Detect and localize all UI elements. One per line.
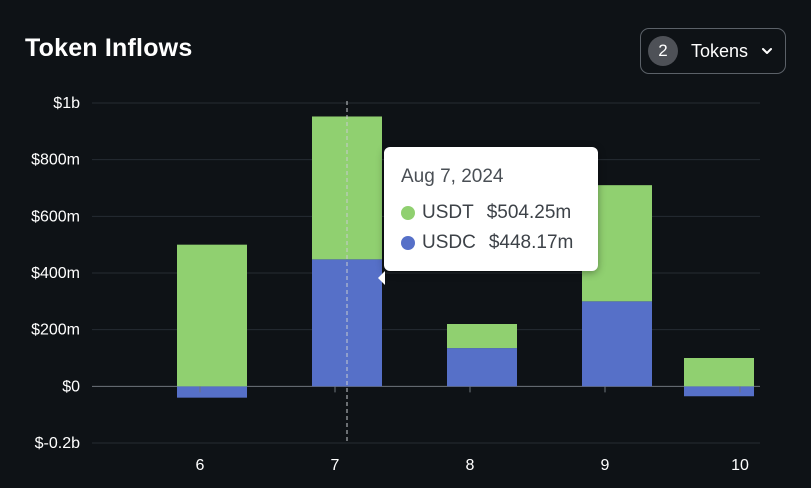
bar-usdc-10 [684,386,754,397]
x-tick-label: 10 [731,457,749,474]
y-tick-label: $800m [31,152,80,169]
tokens-label: Tokens [691,40,749,61]
y-axis: $1b $800m $600m $400m $200m $0 $-0.2b [31,95,80,452]
bar-usdt-10 [684,358,754,387]
usdt-legend-dot [401,206,415,220]
x-tick-label: 7 [331,457,340,474]
tooltip-series-name: USDT [422,202,474,223]
x-axis: 6 7 8 9 10 [196,386,749,474]
tooltip-series-name: USDC [422,232,476,253]
tooltip-row-usdt: USDT $504.25m [401,198,598,228]
x-tick-label: 8 [466,457,475,474]
x-tick-label: 9 [601,457,610,474]
y-tick-label: $0 [62,378,80,395]
tooltip-row-usdc: USDC $448.17m [401,228,598,258]
usdc-legend-dot [401,236,415,250]
token-count-badge: 2 [648,36,678,66]
bar-usdc-8 [447,348,517,387]
y-tick-label: $-0.2b [35,435,80,452]
y-tick-label: $400m [31,265,80,282]
y-tick-label: $600m [31,208,80,225]
bar-usdc-6 [177,386,247,398]
y-tick-label: $1b [53,95,80,112]
tooltip: Aug 7, 2024 USDT $504.25m USDC $448.17m [378,147,598,285]
bar-usdt-8 [447,324,517,349]
tooltip-date: Aug 7, 2024 [401,166,504,187]
tooltip-series-value: $448.17m [488,232,574,253]
x-tick-label: 6 [196,457,205,474]
chevron-down-icon [762,48,773,54]
bar-usdc-9 [582,301,652,387]
bar-usdt-6 [177,244,247,387]
bar-usdc-7 [312,259,382,387]
chart-title: Token Inflows [25,34,193,62]
tokens-dropdown-button[interactable]: 2 Tokens [640,28,786,74]
tooltip-series-value: $504.25m [486,202,572,223]
y-tick-label: $200m [31,322,80,339]
